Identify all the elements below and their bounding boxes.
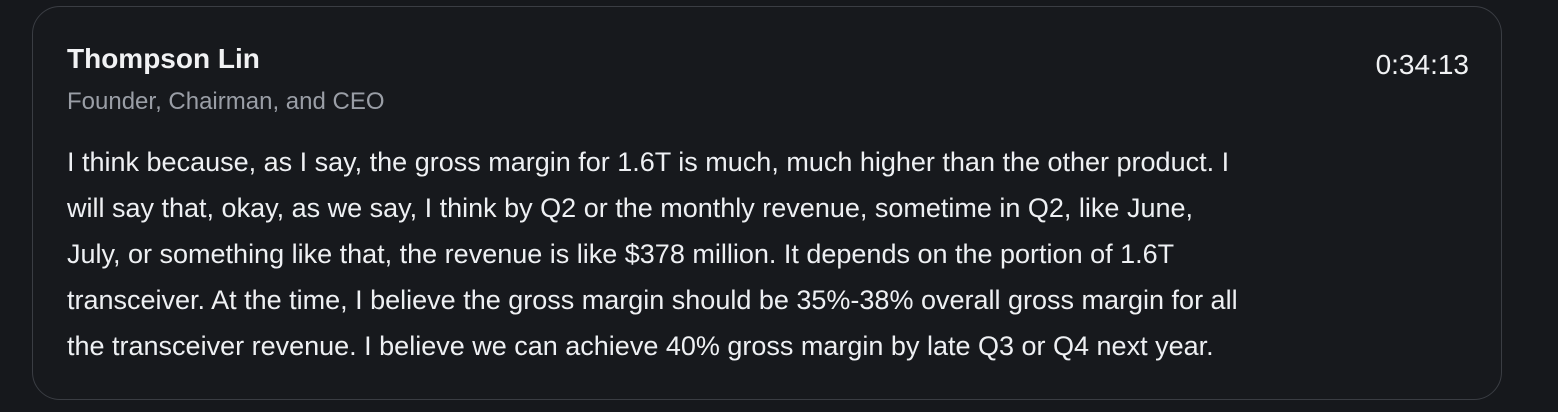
transcript-line: transceiver. At the time, I believe the …: [67, 285, 1238, 315]
speaker-title: Founder, Chairman, and CEO: [67, 88, 385, 115]
transcript-line: will say that, okay, as we say, I think …: [67, 193, 1193, 223]
transcript-card: Thompson Lin Founder, Chairman, and CEO …: [32, 6, 1502, 400]
transcript-text: I think because, as I say, the gross mar…: [67, 139, 1477, 369]
transcript-line: I think because, as I say, the gross mar…: [67, 147, 1230, 177]
transcript-line: July, or something like that, the revenu…: [67, 239, 1175, 269]
speaker-name: Thompson Lin: [67, 43, 260, 74]
transcript-line: the transceiver revenue. I believe we ca…: [67, 331, 1214, 361]
timestamp[interactable]: 0:34:13: [1375, 49, 1469, 80]
